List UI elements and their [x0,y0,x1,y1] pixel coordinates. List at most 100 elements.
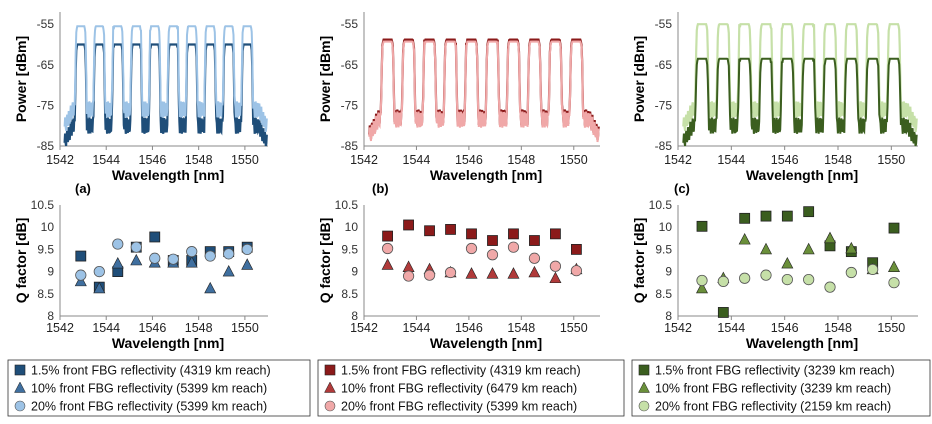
spectrum-ytick-label: -75 [341,98,359,112]
q-xtick-label: 1548 [824,321,852,335]
legend-entry-text: 10% front FBG reflectivity (3239 km reac… [655,382,891,396]
q-ytick-label: 9 [665,265,672,279]
spectrum-xtick-label: 1550 [877,153,905,167]
spectrum-x-label: Wavelength [nm] [112,167,224,183]
q-ytick-label: 10.5 [649,198,673,212]
q-point-circle [241,243,253,255]
q-ytick-label: 8.5 [655,287,672,301]
spectrum-ytick-label: -55 [37,17,55,31]
q-xtick-label: 1544 [92,321,120,335]
q-xtick-label: 1542 [350,321,378,335]
q-ytick-label: 10 [41,220,55,234]
q-point-circle [93,265,105,278]
q-point-circle [760,269,772,281]
q-ytick-label: 9 [351,265,358,279]
q-ytick-label: 8.5 [341,287,358,301]
panel-label-b: (b) [372,181,389,196]
q-point-circle [149,252,161,264]
legend-entry-text: 10% front FBG reflectivity (5399 km reac… [31,382,267,396]
legend-entry-text: 1.5% front FBG reflectivity (3239 km rea… [655,364,895,378]
legend-marker-triangle [14,381,26,393]
spectrum-trace-1 [682,23,918,132]
spectrum-xtick-label: 1550 [560,153,588,167]
q-point-square [550,228,561,240]
q-point-circle [739,272,751,284]
q-y-label: Q factor [dB] [631,218,647,304]
q-point-square [445,224,456,235]
spectrum-ytick-label: -65 [341,58,359,72]
legend-entry-text: 10% front FBG reflectivity (6479 km reac… [341,382,577,396]
q-xtick-label: 1550 [231,321,259,335]
q-point-circle [696,274,708,287]
spectrum-xtick-label: 1544 [717,153,745,167]
spectrum-xtick-label: 1548 [824,153,852,167]
q-x-label: Wavelength [nm] [430,335,542,351]
spectrum-ytick-label: -85 [655,139,673,153]
q-ytick-label: 10 [659,220,673,234]
q-point-circle [717,275,729,287]
q-point-triangle [845,241,858,254]
q-point-square [424,225,435,237]
panel-label-a: (a) [75,181,91,196]
q-point-circle [528,252,541,264]
legend-marker-triangle [638,381,650,393]
q-point-triangle [781,256,794,269]
spectrum-ytick-label: -75 [37,98,55,112]
q-point-square [781,210,793,222]
q-point-square [739,212,751,224]
q-point-triangle [381,258,394,270]
q-point-triangle [402,260,415,272]
q-point-square [487,235,498,246]
q-point-square [403,219,414,231]
q-point-circle [867,263,879,275]
spectrum-x-label: Wavelength [nm] [430,167,542,183]
q-xtick-label: 1550 [560,321,588,335]
q-point-triangle [760,242,772,255]
q-point-circle [888,277,900,289]
q-point-circle [781,273,793,286]
q-point-triangle [222,264,235,277]
spectrum-ytick-label: -75 [655,98,673,112]
q-point-triangle [549,271,562,284]
legend-entry-text: 1.5% front FBG reflectivity (4319 km rea… [341,364,581,378]
spectrum-xtick-label: 1546 [139,153,167,167]
spectrum-ytick-label: -55 [341,17,359,31]
q-xtick-label: 1546 [455,321,483,335]
q-point-circle [570,265,583,277]
q-y-label: Q factor [dB] [13,218,29,304]
q-xtick-label: 1548 [507,321,535,335]
legend-entry-text: 20% front FBG reflectivity (5399 km reac… [341,400,577,414]
spectrum-xtick-label: 1542 [46,153,74,167]
q-point-triangle [93,281,106,294]
q-point-square [529,235,540,246]
legend-marker-square [14,364,26,376]
q-point-triangle [738,232,751,245]
q-point-triangle [185,256,198,268]
q-x-label: Wavelength [nm] [112,335,224,351]
q-point-circle [130,241,142,253]
q-point-square [888,222,900,234]
spectrum-y-label: Power [dBm] [13,36,29,122]
q-point-circle [423,269,436,281]
legend-marker-circle [324,400,336,412]
q-point-triangle [241,258,254,270]
q-xtick-label: 1546 [139,321,167,335]
q-ytick-label: 8 [665,309,672,323]
q-point-circle [803,273,815,286]
q-point-square [75,250,87,262]
q-point-square [508,228,519,240]
q-point-square [149,231,161,243]
q-point-circle [824,281,836,293]
spectrum-trace-2 [682,57,918,147]
spectrum-y-label: Power [dBm] [317,36,333,122]
q-point-triangle [802,242,815,255]
q-point-triangle [204,281,217,294]
q-ytick-label: 8.5 [37,287,54,301]
q-y-label: Q factor [dB] [317,218,333,304]
spectrum-xtick-label: 1542 [664,153,692,167]
spectrum-trace-2 [368,40,600,143]
legend-marker-circle [638,400,650,412]
